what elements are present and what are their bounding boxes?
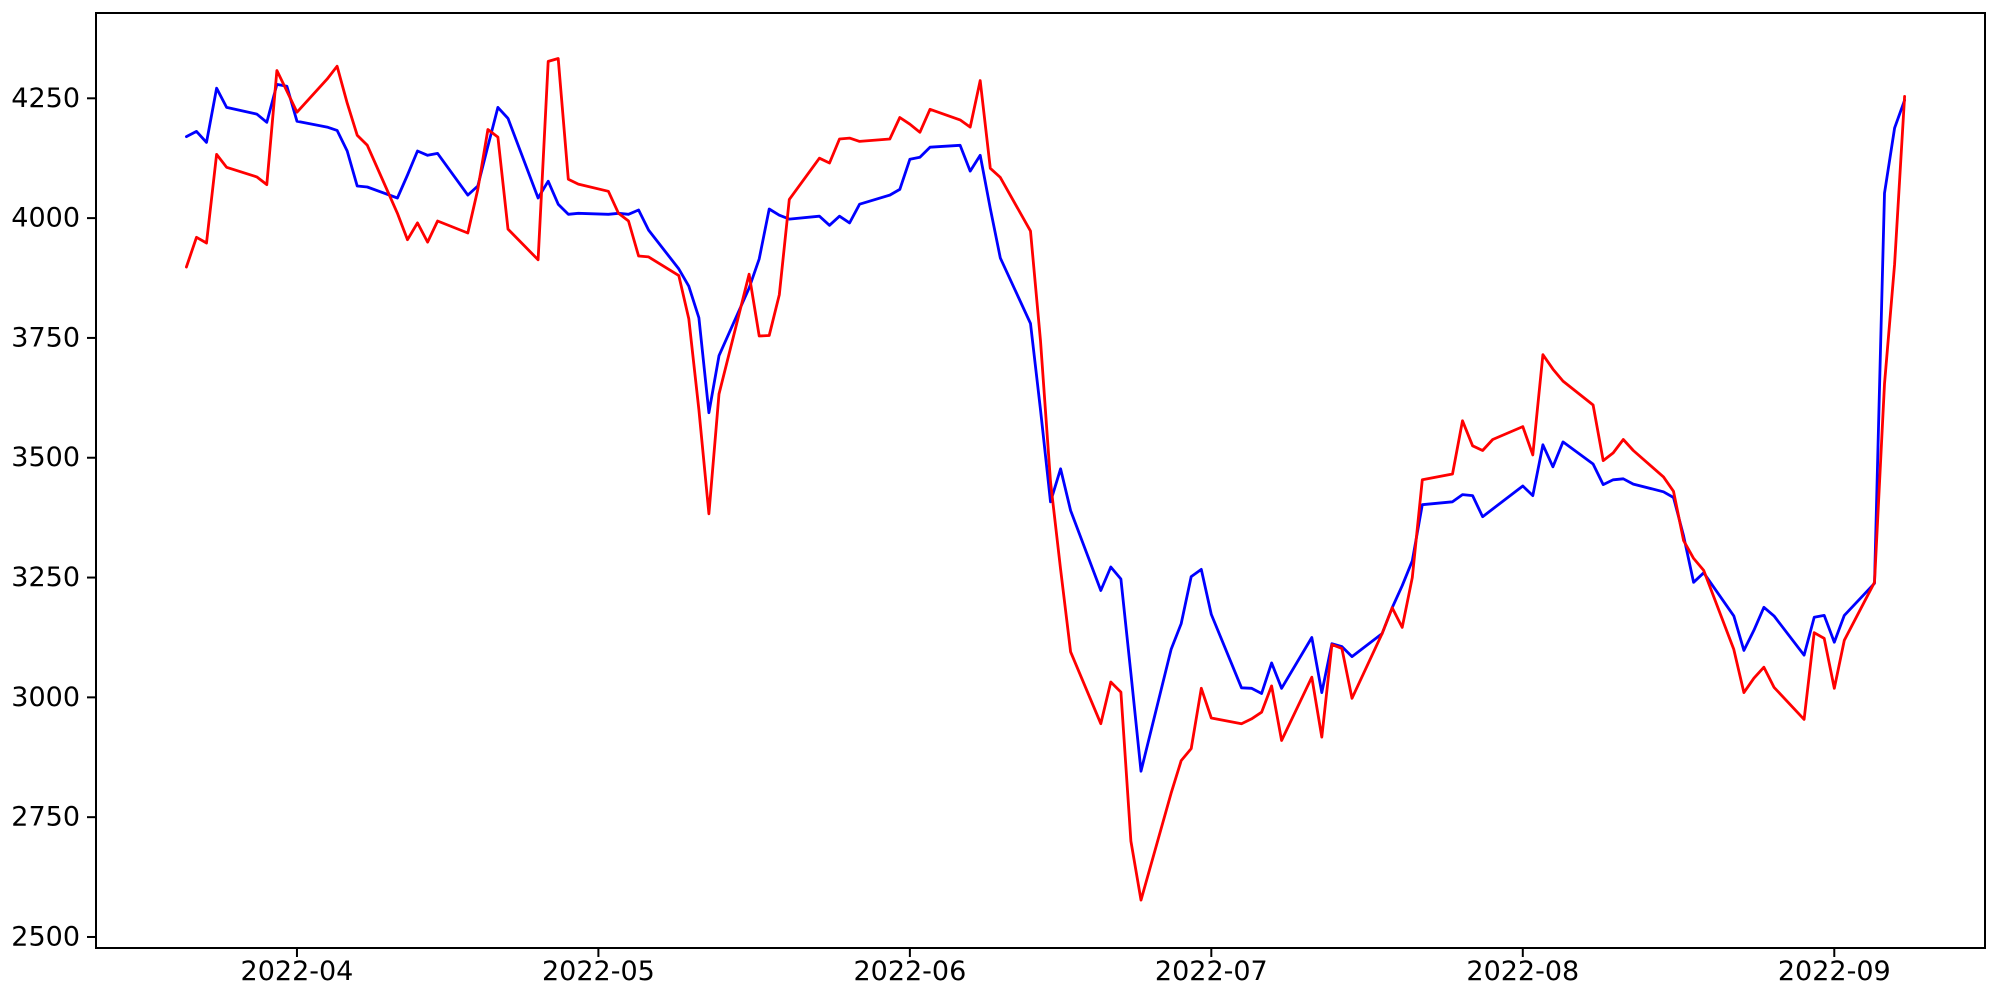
y-tick-label: 2500 [11, 921, 80, 952]
x-tick-label: 2022-09 [1778, 956, 1891, 987]
x-tick-label: 2022-06 [853, 956, 966, 987]
y-tick-label: 2750 [11, 802, 80, 833]
x-tick-label: 2022-05 [542, 956, 655, 987]
x-tick-label: 2022-04 [241, 956, 354, 987]
series-red-line [184, 57, 1906, 902]
x-tick-label: 2022-07 [1155, 956, 1268, 987]
y-tick-label: 4250 [11, 83, 80, 114]
y-tick-label: 4000 [11, 203, 80, 234]
y-tick-label: 3000 [11, 682, 80, 713]
y-tick-label: 3750 [11, 322, 80, 353]
x-tick-label: 2022-08 [1466, 956, 1579, 987]
y-tick-label: 3500 [11, 442, 80, 473]
y-tick-label: 3250 [11, 562, 80, 593]
plot-area-border [95, 12, 1986, 949]
series-blue-line [184, 83, 1906, 773]
